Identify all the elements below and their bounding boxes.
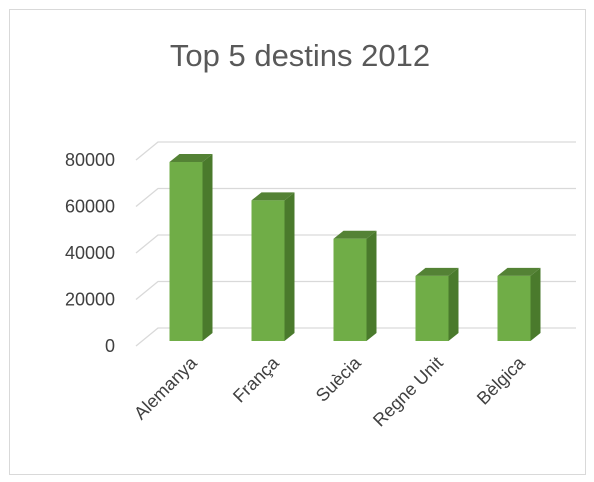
bar-top [169, 153, 213, 162]
gridline [135, 234, 576, 254]
y-tick-label: 80000 [65, 150, 115, 170]
gridline [135, 141, 576, 161]
x-tick-label: Alemanya [130, 352, 201, 423]
bar-regne-unit [415, 275, 449, 341]
gridline [135, 187, 576, 208]
y-axis-ticks: 0 20000 40000 60000 80000 [65, 150, 115, 356]
bar-side [530, 267, 541, 341]
bar-side [448, 267, 459, 341]
bar-top [497, 267, 541, 276]
y-tick-label: 0 [105, 336, 115, 356]
bar-top [251, 192, 295, 201]
x-tick-label: Suècia [312, 352, 366, 406]
bar-side [284, 192, 295, 341]
bar-alemanya [169, 161, 203, 341]
y-tick-label: 20000 [65, 290, 115, 310]
x-axis-labels: Alemanya França Suècia Regne Unit Bèlgica [130, 352, 529, 431]
bar-b-lgica [497, 275, 531, 341]
bar-side [202, 153, 213, 341]
x-tick-label: Bèlgica [473, 352, 530, 409]
bar-su-cia [333, 238, 367, 341]
x-tick-label: Regne Unit [369, 353, 447, 431]
bars [169, 153, 541, 341]
y-tick-label: 60000 [65, 197, 115, 217]
bar-top [333, 230, 377, 239]
bar-top [415, 267, 459, 276]
chart-frame [9, 9, 586, 475]
bar-fran-a [251, 200, 285, 341]
chart-title: Top 5 destins 2012 [170, 38, 430, 73]
x-tick-label: França [229, 352, 283, 406]
y-tick-label: 40000 [65, 243, 115, 263]
bar-side [366, 230, 377, 341]
